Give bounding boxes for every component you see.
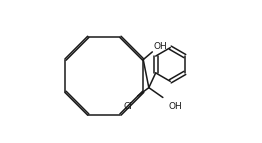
Text: Cl: Cl	[123, 102, 132, 111]
Text: OH: OH	[168, 102, 182, 111]
Text: OH: OH	[153, 42, 167, 51]
